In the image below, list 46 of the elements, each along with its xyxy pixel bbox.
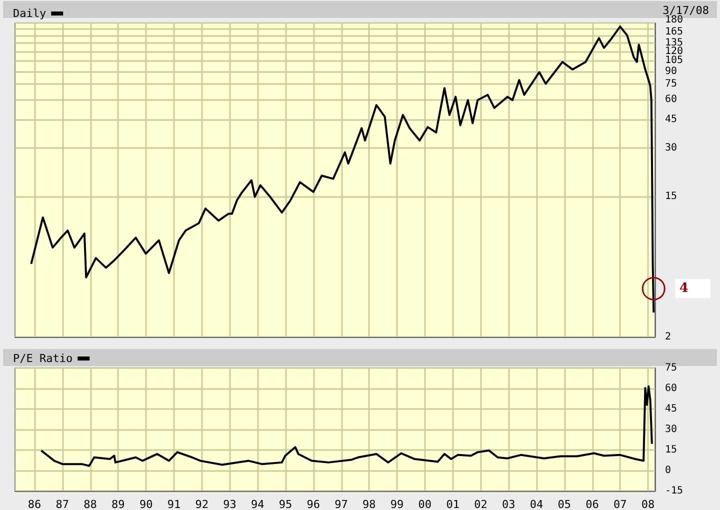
y-tick-label: 45 (665, 114, 678, 126)
x-tick-label: 01 (446, 498, 460, 510)
x-tick-label: 87 (56, 498, 70, 510)
x-tick-label: 03 (502, 498, 516, 510)
y-tick-label: 90 (665, 66, 678, 77)
legend-label: Daily (12, 7, 46, 20)
x-tick-label: 04 (530, 498, 544, 510)
y-tick-label: 105 (665, 55, 684, 66)
x-tick-label: 99 (390, 498, 404, 510)
y-tick-label: 30 (665, 142, 678, 154)
x-tick-label: 89 (112, 498, 125, 510)
y-tick-label: 30 (665, 424, 678, 435)
y-tick-label: 60 (665, 383, 678, 394)
x-tick-label: 08 (641, 498, 655, 510)
y-tick-label: 60 (665, 94, 678, 106)
x-tick-label: 05 (558, 498, 571, 510)
x-tick-label: 96 (306, 498, 320, 510)
y-tick-label: -15 (665, 486, 684, 496)
y-tick-label: 165 (665, 26, 684, 38)
x-tick-label: 91 (167, 498, 181, 510)
x-tick-label: 97 (334, 498, 348, 510)
y-tick-label: 15 (665, 444, 678, 456)
x-tick-label: 88 (84, 498, 97, 510)
y-tick-label: 180 (665, 14, 684, 26)
x-tick-label: 94 (250, 498, 265, 510)
y-tick-label: 75 (665, 78, 678, 90)
legend-label: P/E Ratio (12, 352, 73, 365)
x-tick-label: 02 (474, 498, 488, 510)
y-tick-label: 0 (665, 465, 672, 476)
x-tick-label: 92 (195, 498, 208, 510)
y-tick-label: 120 (665, 46, 684, 57)
line-series (30, 26, 655, 314)
x-tick-label: 86 (28, 498, 42, 510)
y-tick-label: 2 (665, 332, 672, 342)
y-tick-label: 15 (665, 190, 678, 202)
x-tick-label: 90 (139, 498, 153, 510)
x-tick-label: 95 (278, 498, 292, 510)
x-tick-label: 07 (614, 498, 627, 510)
x-tick-label: 93 (223, 498, 236, 510)
annotation: 4 (679, 281, 688, 296)
x-tick-label: 00 (418, 498, 432, 510)
y-tick-label: 45 (665, 404, 678, 414)
x-tick-label: 06 (586, 498, 599, 510)
x-tick-label: 98 (362, 498, 376, 510)
line-series (40, 385, 653, 467)
y-tick-label: 75 (665, 362, 678, 374)
